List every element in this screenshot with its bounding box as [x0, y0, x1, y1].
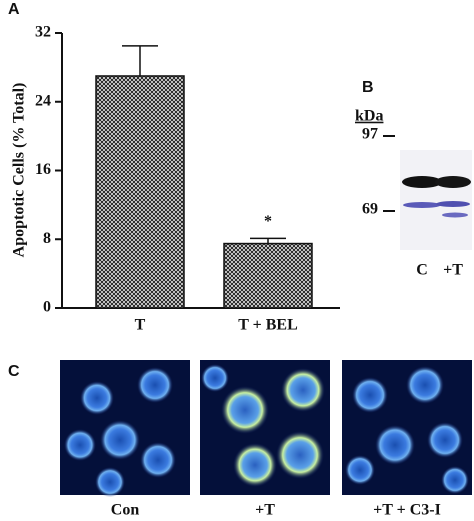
image-label: Con	[111, 502, 140, 519]
y-axis-label: Apoptotic Cells (% Total)	[11, 83, 28, 258]
panel-label: C	[8, 363, 20, 380]
plot-area: 0 8 16 24 32 T T + BEL *	[35, 24, 340, 334]
bar	[95, 75, 185, 309]
x-tick-label: T + BEL	[238, 317, 298, 334]
y-tick-label: 0	[43, 299, 51, 316]
bar	[223, 242, 313, 309]
unit-label: kDa	[355, 108, 383, 125]
lane-label: C	[416, 262, 428, 279]
image-label: +T	[255, 502, 275, 519]
marker-label: 97	[362, 126, 378, 143]
marker-label: 69	[362, 201, 378, 218]
panel-label: A	[8, 1, 20, 18]
panel-label: B	[362, 79, 374, 96]
x-tick-label: T	[135, 317, 146, 334]
micrograph	[60, 360, 190, 497]
micrograph	[342, 360, 472, 495]
annotation: *	[264, 213, 272, 230]
y-tick-label: 32	[35, 24, 51, 41]
image-label: +T + C3-I	[373, 502, 441, 519]
micrograph	[200, 360, 330, 495]
blot	[400, 150, 472, 250]
y-tick-label: 16	[35, 161, 51, 178]
lane-label: +T	[443, 262, 463, 279]
y-tick-label: 24	[35, 92, 51, 109]
y-tick-label: 8	[43, 230, 51, 247]
